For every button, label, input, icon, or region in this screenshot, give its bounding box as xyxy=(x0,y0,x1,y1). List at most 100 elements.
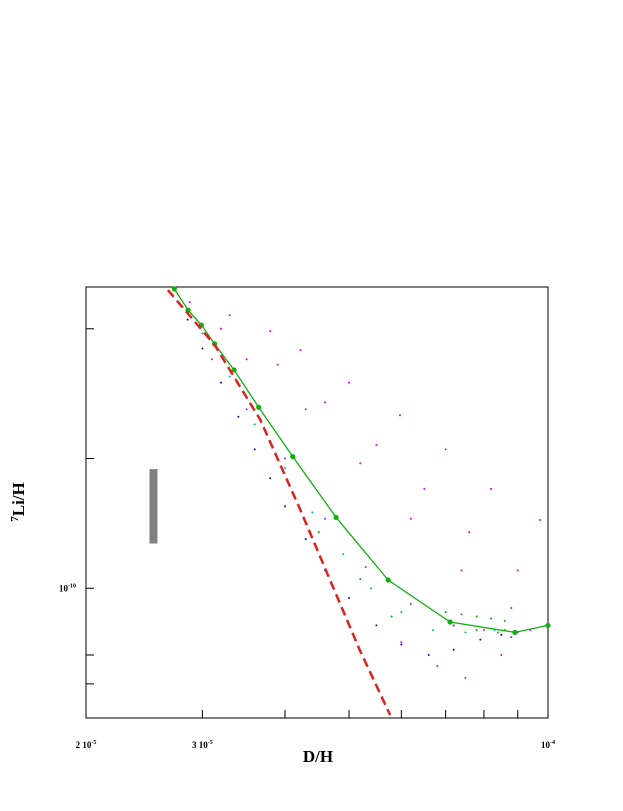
x-tick-label: 2 10-5 xyxy=(76,740,97,750)
data-point xyxy=(253,448,256,451)
x-tick-label-base: 2 10 xyxy=(76,740,92,750)
data-point xyxy=(283,467,286,470)
curve-marker xyxy=(333,514,339,521)
data-point xyxy=(444,448,447,451)
data-point xyxy=(398,414,401,417)
y-axis-label: 7Li/H xyxy=(9,482,28,522)
data-point xyxy=(324,517,327,520)
data-point xyxy=(375,443,378,446)
data-point xyxy=(283,505,286,508)
curve xyxy=(173,288,549,634)
data-point xyxy=(444,611,447,614)
data-point xyxy=(516,569,519,572)
data-point xyxy=(370,587,373,590)
y-tick-label-exponent: -10 xyxy=(68,583,76,589)
observation-band xyxy=(149,469,158,544)
data-point xyxy=(317,531,320,534)
data-point xyxy=(436,665,439,668)
data-point xyxy=(219,381,222,384)
data-point xyxy=(400,641,403,644)
data-point xyxy=(348,381,351,384)
data-point xyxy=(490,617,493,620)
x-tick-label-base: 10 xyxy=(541,740,551,750)
data-point xyxy=(219,327,222,330)
data-point xyxy=(452,648,455,651)
data-point xyxy=(390,615,393,618)
data-point xyxy=(460,613,463,616)
data-point xyxy=(400,611,403,614)
data-point xyxy=(201,332,204,335)
x-axis-label: D/H xyxy=(303,747,333,766)
data-point xyxy=(423,487,426,490)
data-point xyxy=(427,654,430,657)
data-point xyxy=(245,358,248,361)
data-point xyxy=(475,615,478,618)
data-point xyxy=(228,375,231,378)
data-point xyxy=(510,606,513,609)
data-point xyxy=(324,401,327,404)
x-tick-label: 10-4 xyxy=(541,740,555,750)
data-point xyxy=(400,643,403,646)
plot-frame xyxy=(85,286,549,719)
y-tick-label-base: 10 xyxy=(59,583,69,593)
data-point xyxy=(500,654,503,657)
x-tick-label-exponent: -4 xyxy=(550,740,555,746)
data-point xyxy=(299,349,302,352)
y-axis-label-isotope: 7 xyxy=(9,516,21,522)
data-point xyxy=(269,330,272,333)
data-point xyxy=(245,408,248,411)
data-point xyxy=(452,624,455,627)
data-point xyxy=(375,624,378,627)
data-point xyxy=(464,676,467,679)
data-point xyxy=(482,629,485,632)
data-point xyxy=(460,569,463,572)
data-point xyxy=(475,629,478,632)
y-tick-label: 10-10 xyxy=(59,583,76,593)
data-point xyxy=(359,578,362,581)
curve-marker xyxy=(545,622,551,629)
data-point xyxy=(538,519,541,522)
curve-marker xyxy=(512,629,518,635)
data-point xyxy=(409,517,412,520)
data-point xyxy=(496,631,499,634)
data-point xyxy=(188,301,191,304)
data-point xyxy=(500,633,503,636)
dashed-curve xyxy=(166,289,392,716)
x-tick-label-base: 3 10 xyxy=(192,740,208,750)
x-tick-label-exponent: -5 xyxy=(91,740,96,746)
curve-marker xyxy=(231,367,237,373)
curve-marker xyxy=(447,619,453,625)
data-point xyxy=(304,538,307,541)
data-point xyxy=(464,631,467,634)
data-point xyxy=(228,314,231,317)
data-point xyxy=(348,596,351,599)
data-point xyxy=(210,358,213,361)
data-point xyxy=(253,423,256,426)
data-point xyxy=(503,619,506,622)
data-point xyxy=(283,457,286,460)
y-axis-label-text: Li/H xyxy=(9,482,28,516)
data-point xyxy=(468,531,471,534)
data-point xyxy=(510,636,513,639)
data-point xyxy=(276,363,279,366)
data-point xyxy=(479,638,482,641)
data-point xyxy=(311,511,314,514)
data-point xyxy=(364,566,367,569)
data-point xyxy=(359,462,362,465)
curve-marker xyxy=(256,404,262,410)
x-tick-label-exponent: -5 xyxy=(208,740,213,746)
x-tick-label: 3 10-5 xyxy=(192,740,213,750)
data-point xyxy=(237,415,240,418)
data-point xyxy=(186,318,189,321)
curve-marker xyxy=(385,577,391,583)
data-point xyxy=(304,408,307,411)
data-point xyxy=(201,347,204,350)
data-point xyxy=(432,629,435,632)
data-point xyxy=(269,477,272,480)
curve-marker xyxy=(171,286,177,292)
data-point xyxy=(490,487,493,490)
data-point xyxy=(409,602,412,605)
data-point xyxy=(342,553,345,556)
